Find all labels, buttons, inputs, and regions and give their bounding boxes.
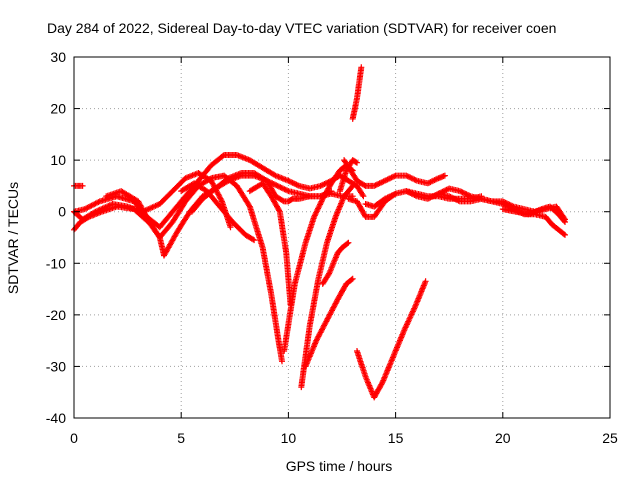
- data-point: [446, 193, 453, 200]
- data-point: [354, 159, 360, 166]
- x-tick-label: 0: [70, 430, 78, 446]
- data-point: [349, 182, 356, 189]
- series-arc-13: [319, 239, 352, 287]
- y-tick-label: -10: [46, 255, 66, 271]
- data-point: [392, 190, 399, 197]
- data-point: [359, 192, 366, 198]
- y-tick-label: 30: [50, 49, 66, 65]
- series-arc-4: [71, 182, 86, 189]
- data-point: [432, 192, 439, 198]
- series-arc-17: [354, 278, 429, 401]
- y-tick-label: -20: [46, 307, 66, 323]
- series-arc-19: [362, 190, 399, 210]
- series-arc-16: [349, 64, 365, 122]
- data-point: [562, 231, 568, 238]
- data-point: [79, 182, 86, 189]
- data-point: [274, 182, 281, 189]
- series-arc-7: [178, 180, 258, 244]
- data-point: [360, 193, 367, 200]
- data-point: [246, 202, 252, 209]
- y-tick-labels: -40 -30 -20 -10 0 10 20 30: [46, 49, 66, 426]
- x-tick-labels: 0 5 10 15 20 25: [70, 430, 618, 446]
- data-point: [345, 239, 352, 246]
- data-point: [428, 193, 435, 200]
- data-point: [422, 278, 429, 285]
- data-point: [561, 217, 568, 224]
- axis-ticks: [73, 56, 611, 419]
- data-points: [71, 64, 568, 401]
- data-point: [95, 199, 102, 206]
- data-point: [344, 240, 351, 247]
- series-arc-15: [336, 157, 360, 195]
- data-point: [391, 173, 398, 180]
- data-point: [562, 219, 568, 225]
- data-point: [227, 224, 234, 231]
- data-point: [284, 187, 291, 194]
- data-point: [432, 176, 439, 183]
- x-tick-label: 15: [388, 430, 404, 446]
- chart-title: Day 284 of 2022, Sidereal Day-to-day VTE…: [47, 20, 556, 36]
- y-tick-label: -30: [46, 358, 66, 374]
- data-point: [279, 358, 285, 365]
- data-point: [321, 181, 328, 187]
- series-arc-11: [298, 182, 356, 391]
- y-tick-label: 10: [50, 152, 66, 168]
- data-point: [358, 64, 365, 71]
- data-point: [272, 181, 278, 188]
- y-tick-label: 0: [58, 204, 66, 220]
- x-tick-label: 5: [177, 430, 185, 446]
- data-point: [276, 207, 283, 214]
- data-point: [318, 182, 325, 189]
- x-tick-label: 10: [281, 430, 297, 446]
- data-point: [375, 181, 382, 187]
- data-point: [349, 275, 356, 282]
- series-arc-22: [499, 203, 568, 225]
- data-point: [249, 236, 256, 243]
- series-arc-5: [103, 172, 285, 365]
- data-point: [348, 184, 355, 191]
- grid-lines: [74, 57, 610, 418]
- data-point: [379, 380, 385, 387]
- data-point: [379, 179, 386, 186]
- data-point: [448, 194, 455, 201]
- data-point: [372, 182, 379, 189]
- x-tick-label: 25: [602, 430, 618, 446]
- data-point: [385, 193, 392, 200]
- x-axis-label: GPS time / hours: [286, 458, 393, 474]
- data-point: [560, 231, 567, 238]
- data-point: [348, 276, 355, 283]
- data-point: [441, 172, 448, 179]
- plot-frame: [73, 56, 611, 419]
- data-point: [381, 177, 388, 184]
- y-tick-label: -40: [46, 410, 66, 426]
- data-point: [251, 237, 258, 244]
- x-tick-label: 20: [495, 430, 511, 446]
- y-tick-label: 20: [50, 101, 66, 117]
- data-point: [426, 195, 433, 202]
- data-point: [412, 177, 419, 184]
- y-axis-label: SDTVAR / TECUs: [5, 182, 21, 294]
- series-arc-12: [302, 275, 356, 370]
- series-arc-21: [435, 190, 568, 238]
- data-point: [206, 176, 213, 182]
- series-arc-9: [246, 180, 294, 308]
